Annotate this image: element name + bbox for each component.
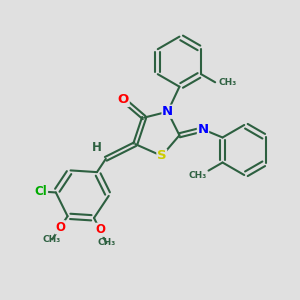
Text: CH₃: CH₃ (218, 78, 236, 87)
Text: CH₃: CH₃ (189, 171, 207, 180)
Text: CH₃: CH₃ (43, 235, 61, 244)
Text: N: N (162, 105, 173, 118)
Text: O: O (118, 93, 129, 106)
Text: O: O (95, 223, 105, 236)
Text: Cl: Cl (35, 185, 47, 198)
Text: CH₃: CH₃ (97, 238, 116, 247)
Text: N: N (197, 123, 208, 136)
Text: S: S (157, 149, 166, 162)
Text: H: H (92, 141, 102, 154)
Text: O: O (55, 221, 65, 234)
